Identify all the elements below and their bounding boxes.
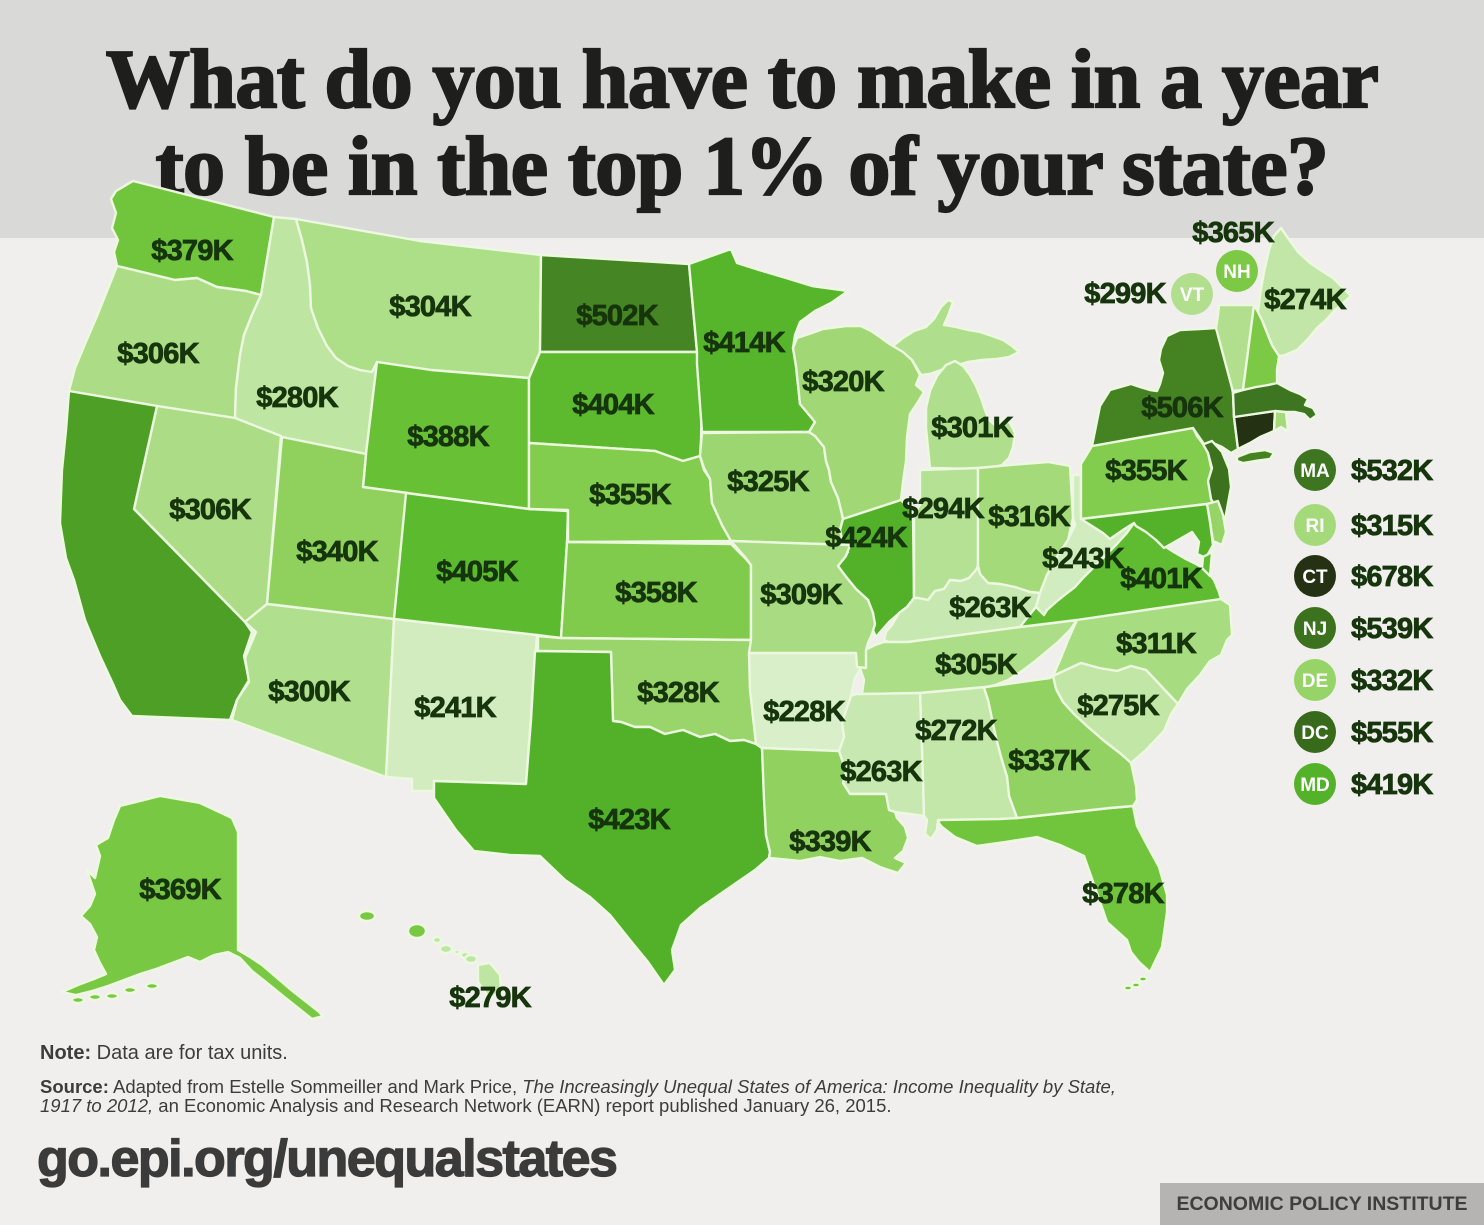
svg-text:$414K: $414K [703, 327, 785, 359]
svg-text:$401K: $401K [1120, 563, 1202, 595]
svg-text:$423K: $423K [588, 804, 670, 836]
svg-text:$228K: $228K [763, 696, 845, 728]
svg-text:$306K: $306K [117, 338, 199, 370]
svg-text:$306K: $306K [169, 494, 251, 526]
svg-text:MD: MD [1300, 775, 1330, 796]
svg-text:$506K: $506K [1141, 392, 1223, 424]
svg-text:$328K: $328K [637, 677, 719, 709]
svg-text:$337K: $337K [1008, 745, 1090, 777]
svg-text:$532K: $532K [1351, 455, 1433, 487]
svg-text:CT: CT [1302, 567, 1328, 588]
svg-text:$243K: $243K [1042, 543, 1124, 575]
svg-text:$378K: $378K [1082, 878, 1164, 910]
svg-text:$355K: $355K [1105, 455, 1187, 487]
svg-text:$263K: $263K [949, 592, 1031, 624]
svg-text:$316K: $316K [988, 501, 1070, 533]
svg-text:$358K: $358K [615, 577, 697, 609]
svg-text:$365K: $365K [1192, 217, 1274, 249]
svg-text:$309K: $309K [760, 579, 842, 611]
svg-text:MA: MA [1300, 461, 1330, 482]
svg-text:$263K: $263K [840, 756, 922, 788]
svg-text:$404K: $404K [572, 389, 654, 421]
svg-text:$315K: $315K [1351, 510, 1433, 542]
svg-text:$294K: $294K [902, 493, 984, 525]
svg-text:$405K: $405K [436, 556, 518, 588]
svg-text:$275K: $275K [1077, 690, 1159, 722]
svg-text:$332K: $332K [1351, 665, 1433, 697]
svg-text:$300K: $300K [268, 676, 350, 708]
svg-text:DC: DC [1301, 723, 1329, 744]
svg-text:$340K: $340K [296, 536, 378, 568]
svg-text:$419K: $419K [1351, 769, 1433, 801]
svg-text:$325K: $325K [727, 466, 809, 498]
svg-text:$555K: $555K [1351, 717, 1433, 749]
svg-text:$320K: $320K [802, 366, 884, 398]
svg-text:NH: NH [1223, 262, 1250, 283]
svg-text:$274K: $274K [1264, 284, 1346, 316]
svg-text:RI: RI [1306, 516, 1325, 537]
svg-text:NJ: NJ [1303, 619, 1327, 640]
svg-text:$241K: $241K [414, 692, 496, 724]
svg-text:$280K: $280K [256, 382, 338, 414]
svg-text:$299K: $299K [1084, 278, 1166, 310]
svg-text:VT: VT [1180, 285, 1205, 306]
svg-text:$272K: $272K [915, 715, 997, 747]
svg-text:$305K: $305K [935, 649, 1017, 681]
svg-text:$388K: $388K [407, 421, 489, 453]
svg-text:$301K: $301K [931, 412, 1013, 444]
svg-text:$678K: $678K [1351, 561, 1433, 593]
svg-text:$339K: $339K [789, 826, 871, 858]
svg-text:$279K: $279K [449, 982, 531, 1014]
svg-text:DE: DE [1302, 671, 1328, 692]
svg-text:$424K: $424K [825, 522, 907, 554]
svg-text:$369K: $369K [139, 874, 221, 906]
svg-text:$379K: $379K [151, 235, 233, 267]
svg-text:$502K: $502K [576, 300, 658, 332]
svg-text:$539K: $539K [1351, 613, 1433, 645]
svg-text:$355K: $355K [589, 479, 671, 511]
svg-text:$304K: $304K [389, 291, 471, 323]
svg-text:$311K: $311K [1116, 628, 1197, 660]
